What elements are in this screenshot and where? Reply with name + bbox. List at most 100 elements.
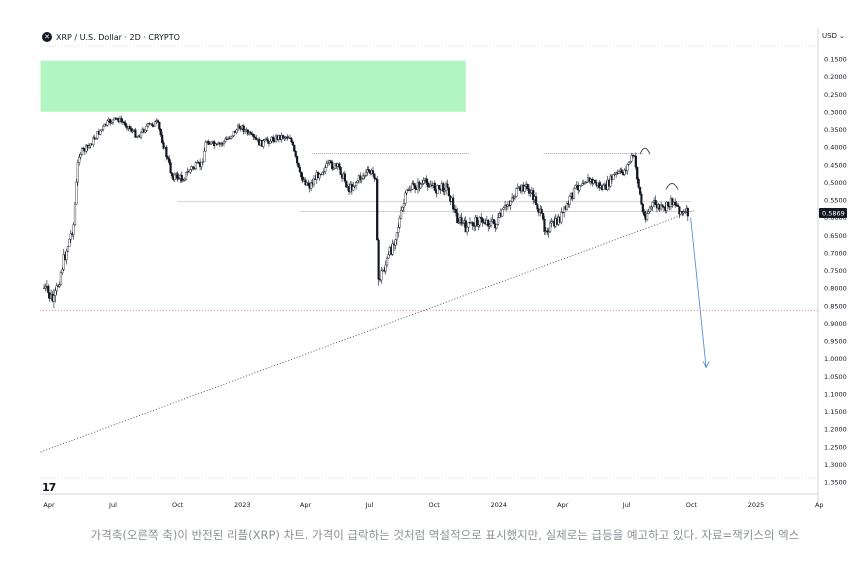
candle-body (110, 122, 113, 124)
candle-body (162, 142, 165, 149)
candle-body (654, 200, 657, 205)
candle-body (511, 197, 514, 202)
candle-body (408, 189, 411, 191)
candle-body (526, 183, 529, 189)
candle-body (585, 181, 588, 183)
candle-body (183, 178, 186, 181)
candle-body (242, 125, 245, 132)
candle-body (376, 179, 379, 241)
candle-body (647, 211, 650, 214)
candle-body (641, 204, 644, 213)
candle-body (532, 190, 535, 201)
candle-body (356, 180, 359, 183)
candle-body (534, 196, 538, 205)
candle-body (100, 128, 103, 131)
candle-body (55, 285, 58, 291)
candle-body (548, 222, 552, 232)
candle-body (182, 180, 185, 182)
candle-body (572, 187, 576, 199)
candle-body (428, 186, 431, 188)
candle-body (464, 220, 467, 233)
candle-body (61, 269, 64, 273)
candle-body (527, 188, 531, 194)
price-tick-label: 0.5500 (824, 197, 847, 205)
candle-body (501, 209, 504, 217)
candle-body (123, 122, 126, 124)
candle-body (466, 227, 469, 233)
candle-body (638, 186, 642, 195)
candle-body (630, 155, 633, 162)
candle-body (263, 139, 266, 141)
candle-body (146, 123, 150, 127)
candle-body (343, 173, 346, 182)
candles-layer (42, 115, 689, 309)
candle-body (623, 169, 626, 175)
candle-body (310, 182, 313, 189)
candle-body (246, 129, 249, 135)
candle-body (161, 134, 164, 143)
forecast-arrow (690, 217, 707, 368)
candle-body (409, 189, 413, 191)
candle-body (515, 188, 518, 197)
candle-body (512, 197, 515, 199)
candle-body (135, 136, 138, 138)
candle-body (454, 209, 458, 214)
price-tick-label: 0.8500 (824, 302, 847, 310)
candle-body (568, 196, 571, 205)
candle-body (42, 287, 46, 289)
candle-body (574, 185, 577, 189)
price-tick-label: 1.3000 (824, 461, 847, 469)
candle-body (345, 180, 348, 188)
candle-body (272, 136, 275, 141)
candle-body (69, 233, 72, 240)
candle-body (168, 158, 171, 163)
candle-body (304, 179, 307, 186)
candle-body (509, 201, 512, 206)
candle-body (404, 192, 407, 204)
candle-body (295, 155, 299, 164)
candle-body (79, 154, 82, 158)
grid-layer (40, 28, 819, 502)
candle-body (59, 272, 63, 285)
price-tick-label: 0.7000 (824, 249, 847, 257)
candle-body (504, 204, 507, 208)
candle-body (529, 192, 532, 194)
candle-body (286, 136, 289, 139)
symbol-title: ✕ XRP / U.S. Dollar · 2D · CRYPTO (42, 32, 180, 42)
candle-body (414, 184, 417, 189)
price-tick-label: 0.4500 (824, 161, 847, 169)
candle-body (269, 140, 272, 144)
candle-body (52, 295, 56, 302)
price-tick-label: 0.7500 (824, 267, 847, 275)
currency-selector[interactable]: USD ⌄ (822, 32, 845, 40)
x-icon: ✕ (42, 32, 52, 42)
candle-body (189, 169, 192, 173)
candle-body (640, 193, 643, 205)
candle-body (255, 137, 258, 141)
candle-body (232, 131, 235, 136)
candle-body (204, 142, 207, 152)
candle-body (457, 222, 460, 224)
candle-body (96, 131, 99, 139)
candle-body (433, 182, 436, 191)
candle-body (612, 174, 615, 180)
candle-body (65, 250, 68, 260)
candle-body (480, 217, 483, 219)
candle-body (62, 254, 65, 270)
time-tick-label: 2023 (234, 501, 251, 509)
candle-body (156, 120, 160, 123)
candle-body (139, 131, 143, 138)
candle-body (222, 141, 226, 144)
candle-body (298, 166, 301, 173)
candle-body (80, 147, 84, 155)
candle-body (446, 183, 449, 188)
candle-body (560, 211, 563, 223)
candle-body (290, 138, 293, 143)
time-tick-label: Jul (622, 501, 631, 509)
candle-body (291, 141, 294, 146)
candle-body (461, 222, 465, 224)
candle-body (563, 206, 566, 213)
candle-body (231, 135, 234, 138)
candle-body (44, 286, 47, 289)
